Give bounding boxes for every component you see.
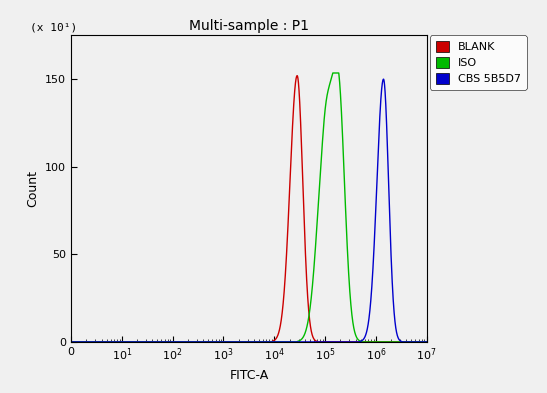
CBS 5B5D7: [331, 340, 338, 344]
ISO: [68, 340, 74, 344]
CBS 5B5D7: [380, 77, 387, 81]
Text: (x 10¹): (x 10¹): [30, 22, 78, 32]
BLANK: [196, 340, 203, 344]
CBS 5B5D7: [294, 340, 300, 344]
BLANK: [294, 73, 300, 78]
ISO: [331, 71, 338, 75]
BLANK: [351, 340, 357, 344]
BLANK: [331, 340, 338, 344]
Title: Multi-sample : P1: Multi-sample : P1: [189, 19, 309, 33]
ISO: [196, 340, 203, 344]
CBS 5B5D7: [86, 340, 92, 344]
ISO: [329, 71, 336, 75]
Line: BLANK: BLANK: [71, 76, 427, 342]
CBS 5B5D7: [196, 340, 203, 344]
ISO: [278, 340, 285, 344]
CBS 5B5D7: [423, 340, 430, 344]
BLANK: [68, 340, 74, 344]
Line: ISO: ISO: [71, 73, 427, 342]
CBS 5B5D7: [278, 340, 285, 344]
BLANK: [294, 73, 300, 78]
BLANK: [278, 316, 285, 321]
Legend: BLANK, ISO, CBS 5B5D7: BLANK, ISO, CBS 5B5D7: [430, 35, 527, 90]
Line: CBS 5B5D7: CBS 5B5D7: [71, 79, 427, 342]
ISO: [86, 340, 92, 344]
ISO: [294, 340, 300, 344]
BLANK: [423, 340, 430, 344]
CBS 5B5D7: [351, 340, 357, 344]
CBS 5B5D7: [68, 340, 74, 344]
X-axis label: FITC-A: FITC-A: [229, 369, 269, 382]
ISO: [351, 325, 357, 330]
BLANK: [86, 340, 92, 344]
ISO: [423, 340, 430, 344]
Y-axis label: Count: Count: [27, 170, 40, 207]
